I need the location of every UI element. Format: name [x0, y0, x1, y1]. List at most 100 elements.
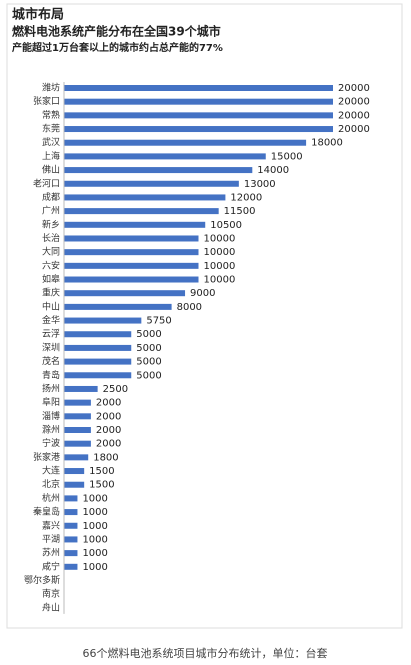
y-tick-label: 深圳 — [42, 342, 60, 353]
y-tick-label: 如皋 — [42, 273, 60, 285]
value-label: 1000 — [82, 562, 107, 573]
y-tick-label: 阜阳 — [42, 396, 60, 408]
bar — [64, 126, 333, 133]
bar — [64, 112, 333, 119]
y-tick-label: 茂名 — [42, 355, 60, 367]
value-label: 11500 — [224, 206, 256, 217]
value-label: 1000 — [82, 534, 107, 545]
bar — [64, 194, 226, 201]
bar — [64, 153, 266, 160]
y-tick-label: 宁波 — [42, 437, 60, 449]
value-label: 1000 — [82, 507, 107, 518]
value-label: 5750 — [146, 316, 171, 327]
value-label: 8000 — [177, 302, 202, 313]
value-label: 2500 — [103, 384, 128, 395]
bar — [64, 399, 91, 406]
value-label: 1800 — [93, 452, 118, 463]
value-label: 1000 — [82, 493, 107, 504]
y-tick-label: 大连 — [42, 465, 60, 477]
y-tick-label: 上海 — [42, 150, 60, 162]
y-tick-label: 常熟 — [42, 109, 60, 121]
value-label: 1500 — [89, 480, 114, 491]
y-tick-label: 大同 — [42, 246, 60, 258]
bar — [64, 550, 78, 557]
bar — [64, 468, 85, 475]
bar — [64, 331, 132, 338]
y-tick-label: 嘉兴 — [42, 519, 60, 531]
bar — [64, 98, 333, 105]
value-label: 20000 — [338, 124, 370, 135]
y-tick-label: 佛山 — [42, 164, 60, 176]
y-tick-label: 咸宁 — [42, 560, 60, 572]
y-tick-label: 新乡 — [42, 218, 60, 230]
value-label: 5000 — [136, 370, 161, 381]
y-tick-label: 云浮 — [42, 328, 60, 340]
y-tick-label: 中山 — [42, 300, 60, 312]
bar — [64, 139, 307, 146]
chart-subtitle: 燃料电池系统产能分布在全国39个城市 — [12, 24, 221, 39]
y-tick-label: 广州 — [42, 205, 60, 217]
value-label: 2000 — [96, 439, 121, 450]
value-label: 1500 — [89, 466, 114, 477]
bar — [64, 522, 78, 529]
bar — [64, 262, 199, 269]
y-tick-label: 老河口 — [33, 177, 60, 189]
value-label: 10000 — [204, 261, 236, 272]
bar — [64, 440, 91, 447]
bar — [64, 372, 132, 379]
value-label: 20000 — [338, 83, 370, 94]
y-tick-label: 平湖 — [42, 534, 60, 545]
value-label: 12000 — [230, 192, 262, 203]
bar — [64, 290, 186, 297]
y-tick-label: 鄂尔多斯 — [24, 574, 60, 586]
bar — [64, 249, 199, 256]
bar — [64, 385, 98, 392]
bar — [64, 536, 78, 543]
value-label: 2000 — [96, 411, 121, 422]
y-tick-label: 北京 — [42, 478, 60, 490]
chart-title: 城市布局 — [12, 7, 64, 23]
value-label: 10500 — [210, 220, 242, 231]
value-label: 13000 — [244, 179, 276, 190]
y-tick-label: 成都 — [42, 191, 60, 203]
value-label: 2000 — [96, 425, 121, 436]
bar — [64, 495, 78, 502]
y-tick-label: 舟山 — [42, 601, 60, 613]
y-tick-label: 重庆 — [42, 287, 60, 299]
annotation: 产能超过1万台套以上的城市约占总产能的77% — [12, 41, 223, 54]
value-label: 15000 — [271, 151, 303, 162]
bar — [64, 235, 199, 242]
y-tick-label: 南京 — [42, 588, 60, 600]
y-tick-label: 苏州 — [42, 547, 60, 559]
value-label: 10000 — [204, 275, 236, 286]
y-tick-label: 滁州 — [42, 425, 60, 436]
value-label: 10000 — [204, 233, 236, 244]
value-label: 5000 — [136, 343, 161, 354]
bar — [64, 276, 199, 283]
y-tick-label: 秦皇岛 — [33, 506, 60, 518]
y-tick-label: 金华 — [42, 314, 60, 326]
y-tick-label: 东莞 — [42, 123, 60, 135]
bar — [64, 180, 239, 187]
value-label: 1000 — [82, 521, 107, 532]
value-label: 9000 — [190, 288, 215, 299]
value-label: 20000 — [338, 97, 370, 108]
bar — [64, 208, 219, 215]
bar — [64, 85, 333, 91]
bar — [64, 344, 132, 351]
bar — [64, 454, 89, 461]
y-tick-label: 张家口 — [33, 95, 60, 107]
y-tick-label: 扬州 — [42, 382, 60, 394]
value-label: 2000 — [96, 398, 121, 409]
bar — [64, 509, 78, 516]
value-label: 5000 — [136, 329, 161, 340]
bar — [64, 563, 78, 570]
y-tick-label: 武汉 — [42, 136, 60, 148]
bar — [64, 427, 91, 433]
y-tick-label: 青岛 — [42, 369, 60, 381]
bar — [64, 303, 172, 310]
value-label: 10000 — [204, 247, 236, 258]
value-label: 1000 — [82, 548, 107, 559]
y-tick-label: 淄博 — [42, 410, 60, 422]
